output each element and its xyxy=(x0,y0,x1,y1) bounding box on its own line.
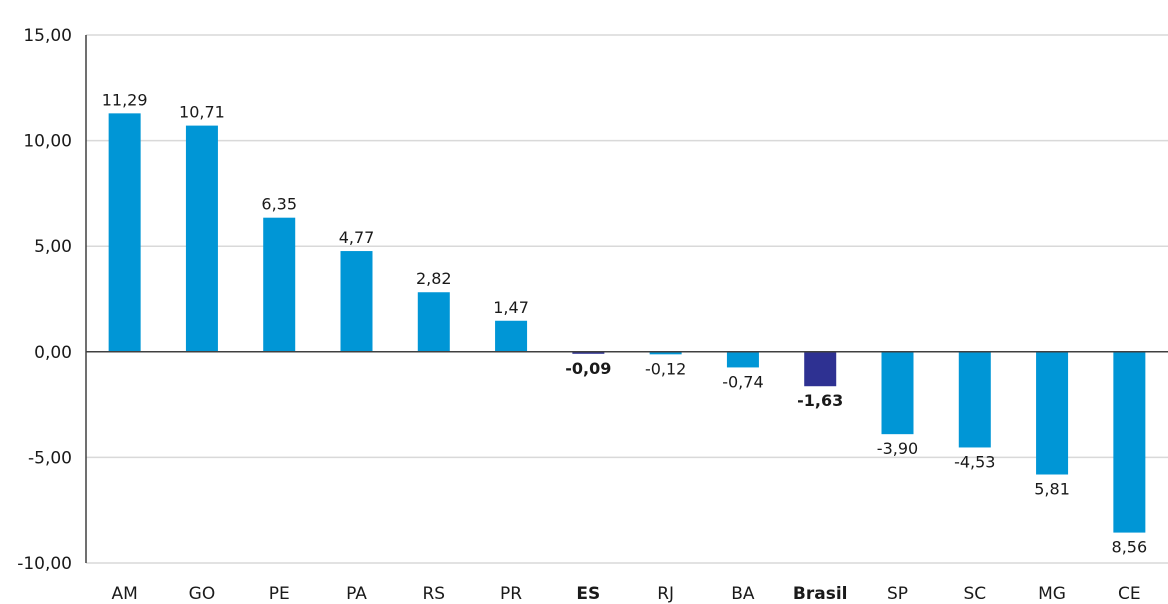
bar-go xyxy=(185,125,218,352)
category-label-rj: RJ xyxy=(657,584,674,604)
category-label-es: ES xyxy=(576,584,600,604)
y-tick-label: 0,00 xyxy=(34,343,72,363)
bar-brasil xyxy=(804,351,837,387)
value-labels: 11,29 10,71 6,35 4,77 2,82 1,47 -0,09 -0,12 -0,7… xyxy=(102,90,1147,556)
y-tick-label: 15,00 xyxy=(23,26,72,46)
category-label-brasil: Brasil xyxy=(793,584,848,604)
bar-sc xyxy=(958,351,991,448)
y-tick-label: -10,00 xyxy=(17,554,72,574)
value-label-go: 10,71 xyxy=(179,103,225,122)
category-label-sc: SC xyxy=(963,584,986,604)
bar-rs xyxy=(417,292,450,352)
value-label-ba: -0,74 xyxy=(722,372,763,391)
bar-pr xyxy=(495,320,528,352)
category-label-mg: MG xyxy=(1038,584,1066,604)
bar-ba xyxy=(726,351,759,368)
value-label-pr: 1,47 xyxy=(493,298,529,317)
category-label-go: GO xyxy=(189,584,216,604)
y-tick-label: -5,00 xyxy=(28,448,72,468)
bar-sp xyxy=(881,351,914,435)
bar-pe xyxy=(263,217,296,352)
category-label-am: AM xyxy=(111,584,137,604)
value-label-am: 11,29 xyxy=(102,90,148,109)
category-label-pr: PR xyxy=(500,584,522,604)
y-tick-label: 5,00 xyxy=(34,237,72,257)
value-label-brasil: -1,63 xyxy=(797,391,843,410)
value-label-pe: 6,35 xyxy=(261,195,297,214)
value-label-pa: 4,77 xyxy=(339,228,375,247)
category-label-pe: PE xyxy=(269,584,290,604)
value-label-ce: 8,56 xyxy=(1112,538,1148,557)
category-label-ce: CE xyxy=(1118,584,1141,604)
category-label-sp: SP xyxy=(887,584,908,604)
y-tick-label: 10,00 xyxy=(23,132,72,152)
category-label-rs: RS xyxy=(422,584,445,604)
value-label-es: -0,09 xyxy=(565,359,611,378)
category-label-ba: BA xyxy=(731,584,755,604)
value-label-rs: 2,82 xyxy=(416,269,452,288)
bar-am xyxy=(108,113,141,352)
bars xyxy=(108,113,1146,533)
value-label-rj: -0,12 xyxy=(645,359,686,378)
category-label-pa: PA xyxy=(346,584,367,604)
gridlines xyxy=(86,34,1168,564)
bar-rj xyxy=(649,351,682,355)
bar-ce xyxy=(1113,351,1146,533)
bar-mg xyxy=(1036,351,1069,475)
bar-pa xyxy=(340,251,373,352)
value-label-mg: 5,81 xyxy=(1034,480,1070,499)
y-axis-ticks: 15,00 10,00 5,00 0,00 -5,00 -10,00 xyxy=(17,26,72,574)
value-label-sp: -3,90 xyxy=(877,439,918,458)
category-labels: AM GO PE PA RS PR ES RJ BA Brasil SP SC MG CE xyxy=(111,584,1140,604)
value-label-sc: -4,53 xyxy=(954,452,995,471)
bar-es xyxy=(572,351,605,354)
